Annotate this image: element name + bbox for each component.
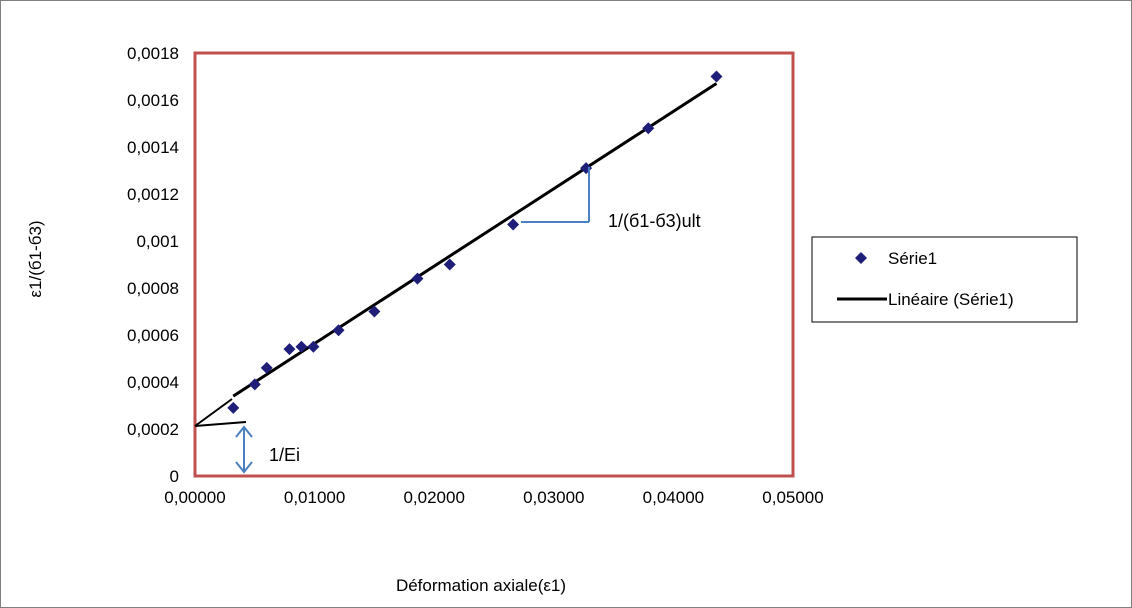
y-tick-label: 0 xyxy=(170,467,179,486)
data-point xyxy=(411,272,424,285)
data-point xyxy=(332,324,345,337)
x-tick-label: 0,00000 xyxy=(164,488,225,507)
x-tick-labels: 0,00000 0,01000 0,02000 0,03000 0,04000 0,050… xyxy=(164,488,823,507)
legend-entry-series1: Série1 xyxy=(888,249,937,268)
slope-annotation xyxy=(521,167,590,223)
legend-marker-diamond xyxy=(855,252,867,264)
initial-tangent-line xyxy=(194,421,247,427)
legend: Série1 Linéaire (Série1) xyxy=(811,236,1078,323)
plot-area xyxy=(193,51,795,478)
intercept-arrow xyxy=(235,425,253,474)
data-point xyxy=(295,340,308,353)
data-point xyxy=(710,70,723,83)
slope-annotation-label: 1/(б1-б3)ult xyxy=(608,211,701,231)
y-axis-title: ε1/(б1-б3) xyxy=(26,220,45,297)
data-point xyxy=(248,378,261,391)
y-tick-labels: 0 0,0002 0,0004 0,0006 0,0008 0,001 0,0012 0,00… xyxy=(127,44,179,486)
y-tick-label: 0,0014 xyxy=(127,138,179,157)
y-tick-label: 0,0012 xyxy=(127,185,179,204)
x-axis-title: Déformation axiale(ε1) xyxy=(396,576,566,595)
data-point xyxy=(368,305,381,318)
x-tick-label: 0,04000 xyxy=(643,488,704,507)
data-point xyxy=(507,218,520,231)
data-point xyxy=(642,122,655,135)
x-tick-label: 0,01000 xyxy=(284,488,345,507)
y-tick-label: 0,0008 xyxy=(127,279,179,298)
x-axis-title-main: Déformation axiale(ε1) xyxy=(396,576,566,595)
y-tick-label: 0,0002 xyxy=(127,420,179,439)
data-point xyxy=(283,343,296,356)
legend-entry-trendline: Linéaire (Série1) xyxy=(888,290,1014,309)
x-tick-label: 0,02000 xyxy=(403,488,464,507)
x-tick-label: 0,05000 xyxy=(762,488,823,507)
y-tick-label: 0,0018 xyxy=(127,44,179,63)
legend-box xyxy=(811,236,1078,323)
x-tick-label: 0,03000 xyxy=(523,488,584,507)
data-point xyxy=(227,401,240,414)
data-point xyxy=(260,361,273,374)
y-tick-label: 0,001 xyxy=(136,232,179,251)
intercept-annotation-label: 1/Ei xyxy=(269,445,300,465)
initial-tangent-line-upper xyxy=(194,398,233,427)
y-tick-label: 0,0006 xyxy=(127,326,179,345)
y-tick-label: 0,0004 xyxy=(127,373,179,392)
y-tick-label: 0,0016 xyxy=(127,91,179,110)
y-axis-title-main: ε1/(б1-б3) xyxy=(26,220,45,297)
data-point xyxy=(307,340,320,353)
data-point xyxy=(443,258,456,271)
